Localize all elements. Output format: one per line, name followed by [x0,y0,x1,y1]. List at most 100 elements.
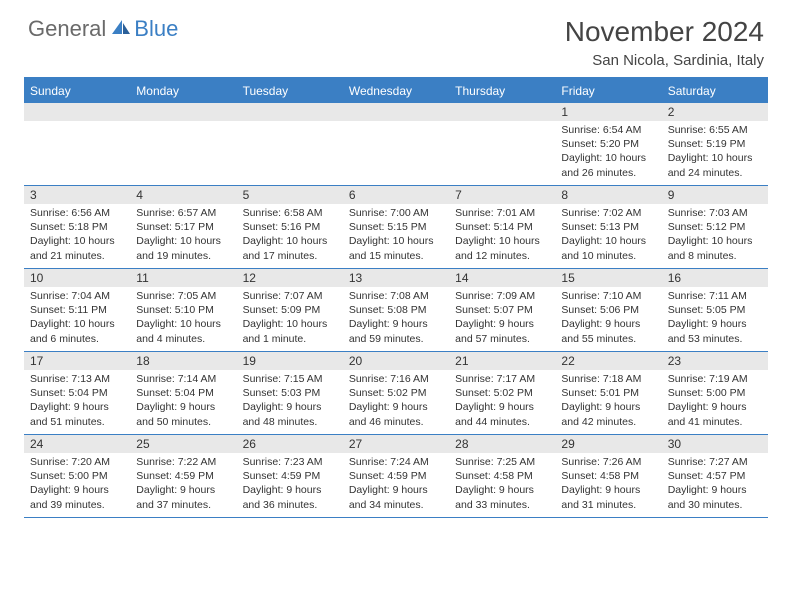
sunset-text: Sunset: 5:15 PM [349,220,443,234]
sunrise-text: Sunrise: 7:02 AM [561,206,655,220]
week-row: 10Sunrise: 7:04 AMSunset: 5:11 PMDayligh… [24,269,768,352]
sunrise-text: Sunrise: 7:20 AM [30,455,124,469]
weekday-monday: Monday [130,79,236,103]
day-body: Sunrise: 7:25 AMSunset: 4:58 PMDaylight:… [449,453,555,516]
day-body: Sunrise: 7:14 AMSunset: 5:04 PMDaylight:… [130,370,236,433]
sunrise-text: Sunrise: 7:18 AM [561,372,655,386]
day-cell: 15Sunrise: 7:10 AMSunset: 5:06 PMDayligh… [555,269,661,351]
day-number: 23 [662,352,768,370]
sunset-text: Sunset: 5:12 PM [668,220,762,234]
weekday-tuesday: Tuesday [237,79,343,103]
sunset-text: Sunset: 5:00 PM [30,469,124,483]
day-cell: 14Sunrise: 7:09 AMSunset: 5:07 PMDayligh… [449,269,555,351]
logo-text-blue: Blue [134,16,178,42]
day-cell: 21Sunrise: 7:17 AMSunset: 5:02 PMDayligh… [449,352,555,434]
sunrise-text: Sunrise: 7:27 AM [668,455,762,469]
day-number: 8 [555,186,661,204]
sunset-text: Sunset: 4:59 PM [349,469,443,483]
sunset-text: Sunset: 5:01 PM [561,386,655,400]
day-cell: 22 Sunrise: 7:18 AMSunset: 5:01 PMDayligh… [555,352,661,434]
sunrise-text: Sunrise: 6:56 AM [30,206,124,220]
sunset-text: Sunset: 5:07 PM [455,303,549,317]
daylight-text: Daylight: 9 hours and 42 minutes. [561,400,655,428]
daylight-text: Daylight: 10 hours and 21 minutes. [30,234,124,262]
day-cell: 19Sunrise: 7:15 AMSunset: 5:03 PMDayligh… [237,352,343,434]
day-number: 9 [662,186,768,204]
day-cell: 6 Sunrise: 7:00 AMSunset: 5:15 PMDaylight… [343,186,449,268]
day-body: Sunrise: 7:22 AMSunset: 4:59 PMDaylight:… [130,453,236,516]
day-number: 25 [130,435,236,453]
day-body: Sunrise: 7:08 AMSunset: 5:08 PMDaylight:… [343,287,449,350]
title-block: November 2024 San Nicola, Sardinia, Ital… [565,16,764,69]
sunset-text: Sunset: 5:18 PM [30,220,124,234]
week-row: 1Sunrise: 6:54 AMSunset: 5:20 PMDaylight… [24,103,768,186]
daylight-text: Daylight: 10 hours and 19 minutes. [136,234,230,262]
sunset-text: Sunset: 5:05 PM [668,303,762,317]
sunset-text: Sunset: 5:04 PM [30,386,124,400]
weeks-container: 1Sunrise: 6:54 AMSunset: 5:20 PMDaylight… [24,103,768,518]
weekday-row: Sunday Monday Tuesday Wednesday Thursday… [24,79,768,103]
daylight-text: Daylight: 9 hours and 55 minutes. [561,317,655,345]
logo-text-general: General [28,16,106,42]
month-title: November 2024 [565,16,764,48]
day-body: Sunrise: 6:57 AMSunset: 5:17 PMDaylight:… [130,204,236,267]
day-body: Sunrise: 7:03 AMSunset: 5:12 PMDaylight:… [662,204,768,267]
day-number: 2 [662,103,768,121]
day-number [343,103,449,121]
day-body: Sunrise: 7:05 AMSunset: 5:10 PMDaylight:… [130,287,236,350]
sunset-text: Sunset: 5:10 PM [136,303,230,317]
day-body: Sunrise: 7:27 AMSunset: 4:57 PMDaylight:… [662,453,768,516]
day-cell: 17Sunrise: 7:13 AMSunset: 5:04 PMDayligh… [24,352,130,434]
sunrise-text: Sunrise: 7:08 AM [349,289,443,303]
day-number: 22 [555,352,661,370]
location: San Nicola, Sardinia, Italy [565,52,764,69]
daylight-text: Daylight: 9 hours and 44 minutes. [455,400,549,428]
weekday-saturday: Saturday [662,79,768,103]
day-number: 17 [24,352,130,370]
sunset-text: Sunset: 5:02 PM [455,386,549,400]
day-body: Sunrise: 7:10 AMSunset: 5:06 PMDaylight:… [555,287,661,350]
day-number: 19 [237,352,343,370]
day-cell: 16Sunrise: 7:11 AMSunset: 5:05 PMDayligh… [662,269,768,351]
sunrise-text: Sunrise: 7:04 AM [30,289,124,303]
sunset-text: Sunset: 4:58 PM [455,469,549,483]
sunset-text: Sunset: 5:16 PM [243,220,337,234]
day-body: Sunrise: 7:11 AMSunset: 5:05 PMDaylight:… [662,287,768,350]
daylight-text: Daylight: 9 hours and 36 minutes. [243,483,337,511]
daylight-text: Daylight: 10 hours and 10 minutes. [561,234,655,262]
daylight-text: Daylight: 10 hours and 15 minutes. [349,234,443,262]
sunrise-text: Sunrise: 7:00 AM [349,206,443,220]
day-number: 24 [24,435,130,453]
sunrise-text: Sunrise: 7:11 AM [668,289,762,303]
sunrise-text: Sunrise: 7:14 AM [136,372,230,386]
day-number: 15 [555,269,661,287]
sunset-text: Sunset: 5:03 PM [243,386,337,400]
sail-icon [110,18,132,41]
sunrise-text: Sunrise: 7:10 AM [561,289,655,303]
day-number: 20 [343,352,449,370]
sunset-text: Sunset: 4:58 PM [561,469,655,483]
daylight-text: Daylight: 10 hours and 12 minutes. [455,234,549,262]
day-cell: 26Sunrise: 7:23 AMSunset: 4:59 PMDayligh… [237,435,343,517]
day-number [449,103,555,121]
day-cell: 9Sunrise: 7:03 AMSunset: 5:12 PMDaylight… [662,186,768,268]
day-cell: 12Sunrise: 7:07 AMSunset: 5:09 PMDayligh… [237,269,343,351]
day-body: Sunrise: 7:13 AMSunset: 5:04 PMDaylight:… [24,370,130,433]
daylight-text: Daylight: 9 hours and 59 minutes. [349,317,443,345]
day-body: Sunrise: 7:02 AMSunset: 5:13 PMDaylight:… [555,204,661,267]
day-cell: 30Sunrise: 7:27 AMSunset: 4:57 PMDayligh… [662,435,768,517]
day-cell: 5Sunrise: 6:58 AMSunset: 5:16 PMDaylight… [237,186,343,268]
day-number: 26 [237,435,343,453]
day-body: Sunrise: 7:20 AMSunset: 5:00 PMDaylight:… [24,453,130,516]
sunset-text: Sunset: 5:20 PM [561,137,655,151]
week-row: 24Sunrise: 7:20 AMSunset: 5:00 PMDayligh… [24,435,768,518]
day-number: 6 [343,186,449,204]
sunset-text: Sunset: 5:06 PM [561,303,655,317]
sunset-text: Sunset: 5:19 PM [668,137,762,151]
day-body: Sunrise: 6:55 AMSunset: 5:19 PMDaylight:… [662,121,768,184]
daylight-text: Daylight: 9 hours and 30 minutes. [668,483,762,511]
day-number: 7 [449,186,555,204]
logo: General Blue [28,16,178,42]
sunrise-text: Sunrise: 7:13 AM [30,372,124,386]
day-number: 30 [662,435,768,453]
